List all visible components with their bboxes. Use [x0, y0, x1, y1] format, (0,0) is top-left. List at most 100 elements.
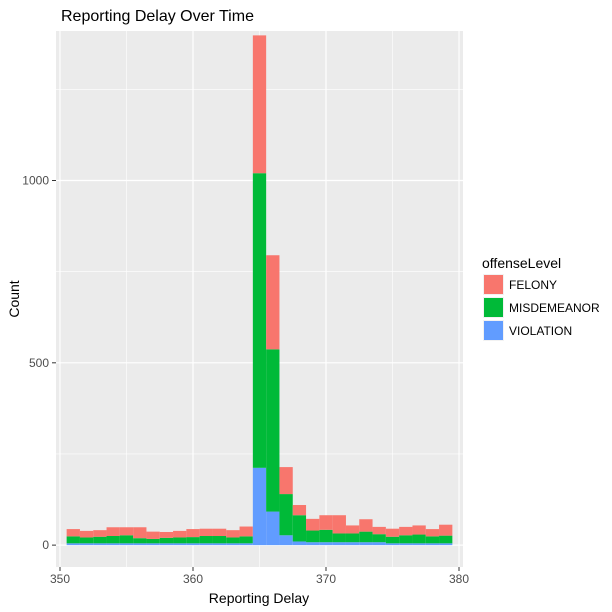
bar-felony-368: [292, 505, 307, 516]
y-tick-label: 500: [29, 356, 49, 370]
bar-violation-374: [372, 542, 386, 546]
bar-violation-375: [385, 543, 400, 546]
bar-misdemeanor-360: [186, 537, 200, 544]
bar-violation-357: [146, 543, 160, 546]
bar-violation-364: [239, 543, 253, 546]
bar-violation-369: [306, 542, 320, 546]
bar-felony-362: [212, 528, 227, 537]
bar-felony-359: [173, 530, 187, 538]
bar-violation-355: [119, 543, 134, 546]
bar-violation-352: [79, 543, 94, 546]
y-tick-label: 0: [42, 538, 49, 552]
bar-felony-356: [133, 527, 147, 539]
bar-violation-354: [106, 543, 120, 546]
bar-misdemeanor-355: [119, 535, 134, 544]
bar-misdemeanor-375: [385, 536, 400, 544]
y-axis-title: Count: [6, 280, 22, 317]
bar-felony-364: [239, 526, 253, 537]
bar-misdemeanor-358: [159, 537, 174, 544]
bar-misdemeanor-364: [239, 536, 253, 544]
bar-violation-351: [66, 543, 80, 546]
bar-felony-361: [199, 528, 213, 537]
bar-misdemeanor-366: [266, 349, 280, 512]
x-tick-label: 370: [316, 572, 336, 586]
bar-felony-377: [412, 525, 426, 535]
bar-misdemeanor-359: [173, 537, 187, 544]
bar-violation-368: [292, 541, 307, 546]
legend-label-felony: FELONY: [509, 278, 557, 292]
bar-felony-354: [106, 527, 120, 537]
bar-violation-359: [173, 543, 187, 546]
x-axis: 350 360 370 380: [50, 567, 469, 586]
legend: offenseLevel FELONY MISDEMEANOR VIOLATION: [482, 255, 600, 341]
bar-violation-370: [319, 542, 333, 546]
bar-misdemeanor-365: [252, 173, 267, 468]
bar-felony-357: [146, 531, 160, 539]
legend-swatch-misdemeanor: [484, 298, 503, 317]
bar-violation-366: [266, 511, 280, 546]
bar-misdemeanor-361: [199, 536, 213, 544]
chart-title: Reporting Delay Over Time: [61, 8, 254, 25]
legend-label-misdemeanor: MISDEMEANOR: [509, 301, 600, 315]
bar-violation-378: [425, 543, 440, 546]
bar-misdemeanor-379: [439, 535, 453, 544]
bar-felony-352: [79, 530, 94, 538]
bar-misdemeanor-362: [212, 536, 227, 544]
bar-violation-367: [279, 535, 293, 546]
bar-misdemeanor-357: [146, 538, 160, 544]
bar-misdemeanor-371: [332, 533, 346, 543]
bar-felony-375: [385, 528, 400, 537]
bar-felony-370: [319, 515, 333, 530]
bar-violation-379: [439, 543, 453, 546]
bar-misdemeanor-352: [79, 537, 94, 544]
bar-misdemeanor-363: [226, 537, 240, 544]
x-axis-title: Reporting Delay: [209, 590, 309, 606]
bar-misdemeanor-374: [372, 534, 386, 543]
bar-misdemeanor-356: [133, 538, 147, 544]
bar-felony-355: [119, 527, 134, 536]
y-axis: 0 500 1000: [22, 173, 56, 552]
bar-misdemeanor-373: [359, 531, 373, 543]
bar-felony-353: [93, 530, 107, 537]
bar-violation-353: [93, 543, 107, 546]
bar-felony-358: [159, 531, 174, 538]
bar-misdemeanor-378: [425, 536, 440, 544]
x-tick-label: 380: [449, 572, 469, 586]
bar-violation-377: [412, 543, 426, 546]
bars: [66, 35, 453, 546]
bar-misdemeanor-370: [319, 529, 333, 543]
bar-misdemeanor-377: [412, 534, 426, 544]
bar-violation-361: [199, 543, 213, 546]
bar-violation-362: [212, 543, 227, 546]
bar-misdemeanor-353: [93, 536, 107, 544]
bar-misdemeanor-367: [279, 494, 293, 536]
bar-violation-363: [226, 543, 240, 546]
bar-violation-356: [133, 543, 147, 546]
legend-swatch-violation: [484, 321, 503, 340]
bar-misdemeanor-368: [292, 515, 307, 542]
bar-violation-365: [252, 467, 267, 546]
bar-violation-372: [345, 542, 360, 546]
bar-felony-365: [252, 35, 267, 174]
bar-felony-360: [186, 529, 200, 538]
bar-violation-358: [159, 543, 174, 546]
bar-misdemeanor-369: [306, 530, 320, 543]
x-tick-label: 360: [183, 572, 203, 586]
bar-violation-371: [332, 542, 346, 546]
bar-misdemeanor-372: [345, 533, 360, 543]
bar-felony-376: [399, 526, 413, 536]
y-tick-label: 1000: [22, 173, 49, 187]
bar-felony-372: [345, 525, 360, 534]
bar-felony-373: [359, 519, 373, 532]
bar-felony-351: [66, 529, 80, 537]
bar-felony-363: [226, 530, 240, 538]
bar-felony-378: [425, 529, 440, 537]
bar-misdemeanor-351: [66, 536, 80, 544]
bar-violation-360: [186, 543, 200, 546]
legend-title: offenseLevel: [482, 255, 561, 271]
legend-label-violation: VIOLATION: [509, 324, 572, 338]
bar-felony-379: [439, 524, 453, 536]
x-tick-label: 350: [50, 572, 70, 586]
bar-violation-376: [399, 543, 413, 546]
